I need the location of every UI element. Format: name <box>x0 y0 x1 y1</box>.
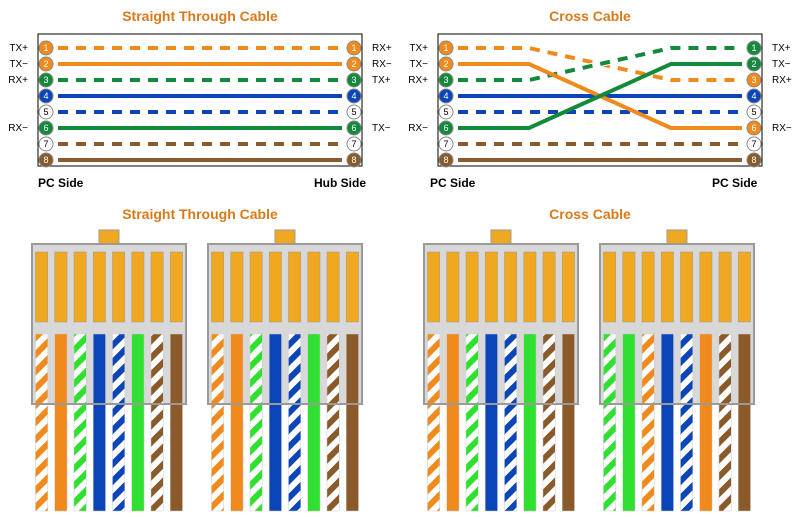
svg-text:RX+: RX+ <box>8 75 28 86</box>
svg-text:1: 1 <box>351 43 356 53</box>
svg-text:TX−: TX− <box>9 59 28 70</box>
connector-straight-left <box>24 226 204 516</box>
svg-text:4: 4 <box>43 91 48 101</box>
svg-text:TX−: TX− <box>772 59 791 70</box>
svg-text:8: 8 <box>351 155 356 165</box>
svg-text:3: 3 <box>43 75 48 85</box>
svg-text:3: 3 <box>351 75 356 85</box>
svg-text:7: 7 <box>751 139 756 149</box>
svg-text:RX+: RX+ <box>372 43 392 54</box>
connector-straight-right <box>200 226 380 516</box>
svg-text:RX−: RX− <box>772 123 792 134</box>
svg-text:7: 7 <box>443 139 448 149</box>
svg-text:5: 5 <box>351 107 356 117</box>
svg-text:TX+: TX+ <box>9 43 28 54</box>
svg-text:1: 1 <box>443 43 448 53</box>
svg-text:2: 2 <box>43 59 48 69</box>
svg-text:2: 2 <box>443 59 448 69</box>
svg-text:RX+: RX+ <box>408 75 428 86</box>
svg-text:6: 6 <box>443 123 448 133</box>
straight-left-side: PC Side <box>38 176 83 190</box>
svg-text:8: 8 <box>751 155 756 165</box>
svg-text:RX−: RX− <box>372 59 392 70</box>
cross-left-side: PC Side <box>430 176 475 190</box>
svg-text:4: 4 <box>751 91 756 101</box>
connector-cross-left <box>416 226 596 516</box>
svg-text:7: 7 <box>351 139 356 149</box>
svg-text:1: 1 <box>751 43 756 53</box>
cross-right-side: PC Side <box>712 176 757 190</box>
svg-text:TX−: TX− <box>409 59 428 70</box>
svg-text:7: 7 <box>43 139 48 149</box>
connector-cross-right <box>592 226 772 516</box>
svg-text:TX+: TX+ <box>409 43 428 54</box>
svg-text:5: 5 <box>751 107 756 117</box>
svg-text:4: 4 <box>443 91 448 101</box>
cross-title-conn: Cross Cable <box>420 206 760 222</box>
svg-text:5: 5 <box>43 107 48 117</box>
svg-text:TX−: TX− <box>372 123 391 134</box>
straight-title-top: Straight Through Cable <box>30 8 370 24</box>
svg-text:3: 3 <box>443 75 448 85</box>
svg-text:1: 1 <box>43 43 48 53</box>
svg-text:6: 6 <box>351 123 356 133</box>
straight-title-conn: Straight Through Cable <box>30 206 370 222</box>
svg-text:RX+: RX+ <box>772 75 792 86</box>
svg-text:4: 4 <box>351 91 356 101</box>
svg-text:2: 2 <box>751 59 756 69</box>
svg-text:8: 8 <box>43 155 48 165</box>
svg-text:8: 8 <box>443 155 448 165</box>
svg-text:5: 5 <box>443 107 448 117</box>
cross-title-top: Cross Cable <box>420 8 760 24</box>
svg-text:TX+: TX+ <box>772 43 791 54</box>
svg-text:TX+: TX+ <box>372 75 391 86</box>
svg-text:RX−: RX− <box>408 123 428 134</box>
svg-text:3: 3 <box>751 75 756 85</box>
svg-text:6: 6 <box>751 123 756 133</box>
straight-right-side: Hub Side <box>314 176 366 190</box>
svg-text:2: 2 <box>351 59 356 69</box>
svg-text:RX−: RX− <box>8 123 28 134</box>
svg-text:6: 6 <box>43 123 48 133</box>
